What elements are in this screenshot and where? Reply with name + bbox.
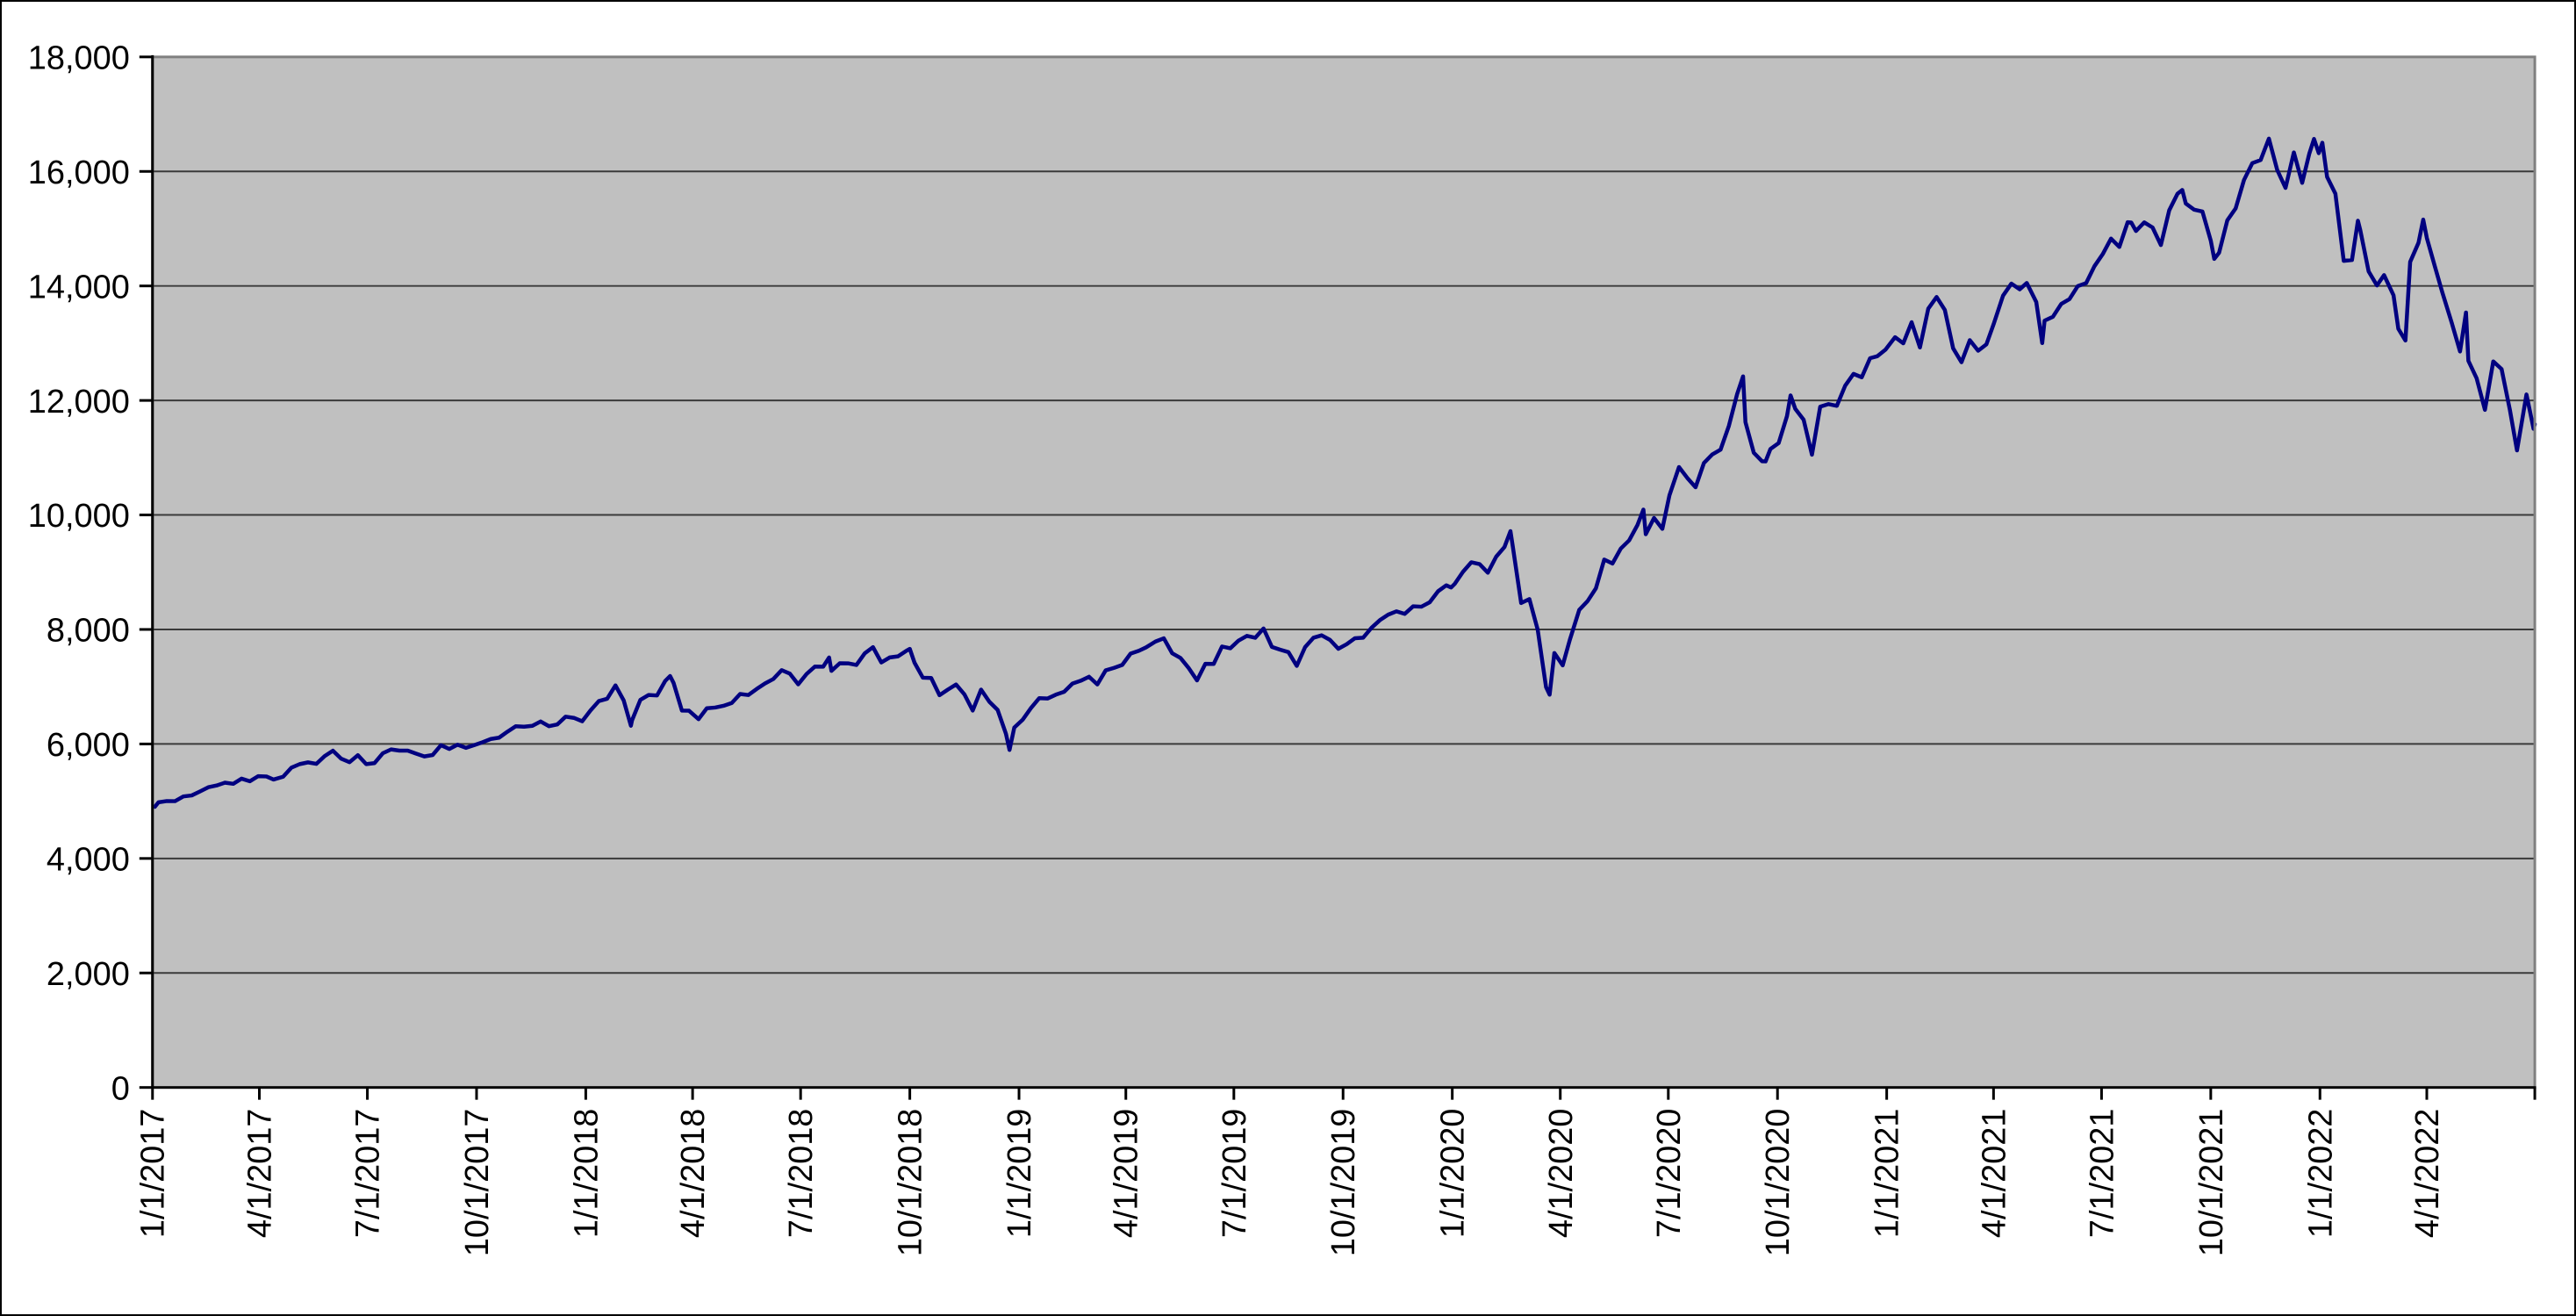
x-axis-label: 7/1/2018: [783, 1109, 820, 1238]
y-axis-label: 2,000: [47, 956, 130, 993]
y-axis-label: 6,000: [47, 727, 130, 764]
price-line: [153, 136, 2537, 809]
x-axis-label: 4/1/2020: [1543, 1109, 1580, 1238]
y-axis-label: 4,000: [47, 841, 130, 878]
y-axis-label: 0: [111, 1070, 130, 1107]
x-axis-label: 1/1/2022: [2302, 1109, 2339, 1238]
x-axis-label: 10/1/2020: [1760, 1109, 1797, 1257]
y-axis-label: 8,000: [47, 613, 130, 650]
x-axis-label: 1/1/2017: [135, 1109, 172, 1238]
x-axis-label: 1/1/2019: [1001, 1109, 1038, 1238]
x-axis-label: 1/1/2021: [1869, 1109, 1906, 1238]
y-axis-label: 18,000: [28, 40, 130, 76]
x-axis-label: 7/1/2017: [349, 1109, 386, 1238]
x-axis-label: 4/1/2018: [675, 1109, 712, 1238]
y-axis-label: 14,000: [28, 269, 130, 306]
x-axis-label: 4/1/2021: [1976, 1109, 2013, 1238]
x-axis-label: 4/1/2022: [2409, 1109, 2446, 1238]
x-axis-label: 4/1/2019: [1109, 1109, 1145, 1238]
y-axis-label: 16,000: [28, 155, 130, 191]
x-axis-label: 10/1/2019: [1325, 1109, 1362, 1257]
x-axis-label: 1/1/2020: [1435, 1109, 1472, 1238]
x-axis-label: 1/1/2018: [568, 1109, 605, 1238]
x-axis-label: 7/1/2020: [1651, 1109, 1688, 1238]
x-axis-label: 4/1/2017: [241, 1109, 278, 1238]
x-axis-label: 7/1/2021: [2084, 1109, 2120, 1238]
x-axis-label: 10/1/2017: [459, 1109, 496, 1257]
y-axis-label: 12,000: [28, 384, 130, 421]
x-axis-label: 10/1/2021: [2193, 1109, 2230, 1257]
y-axis-label: 10,000: [28, 498, 130, 535]
x-axis-label: 7/1/2019: [1216, 1109, 1253, 1238]
x-axis-label: 10/1/2018: [893, 1109, 929, 1257]
plot-area-background: [152, 56, 2536, 1088]
